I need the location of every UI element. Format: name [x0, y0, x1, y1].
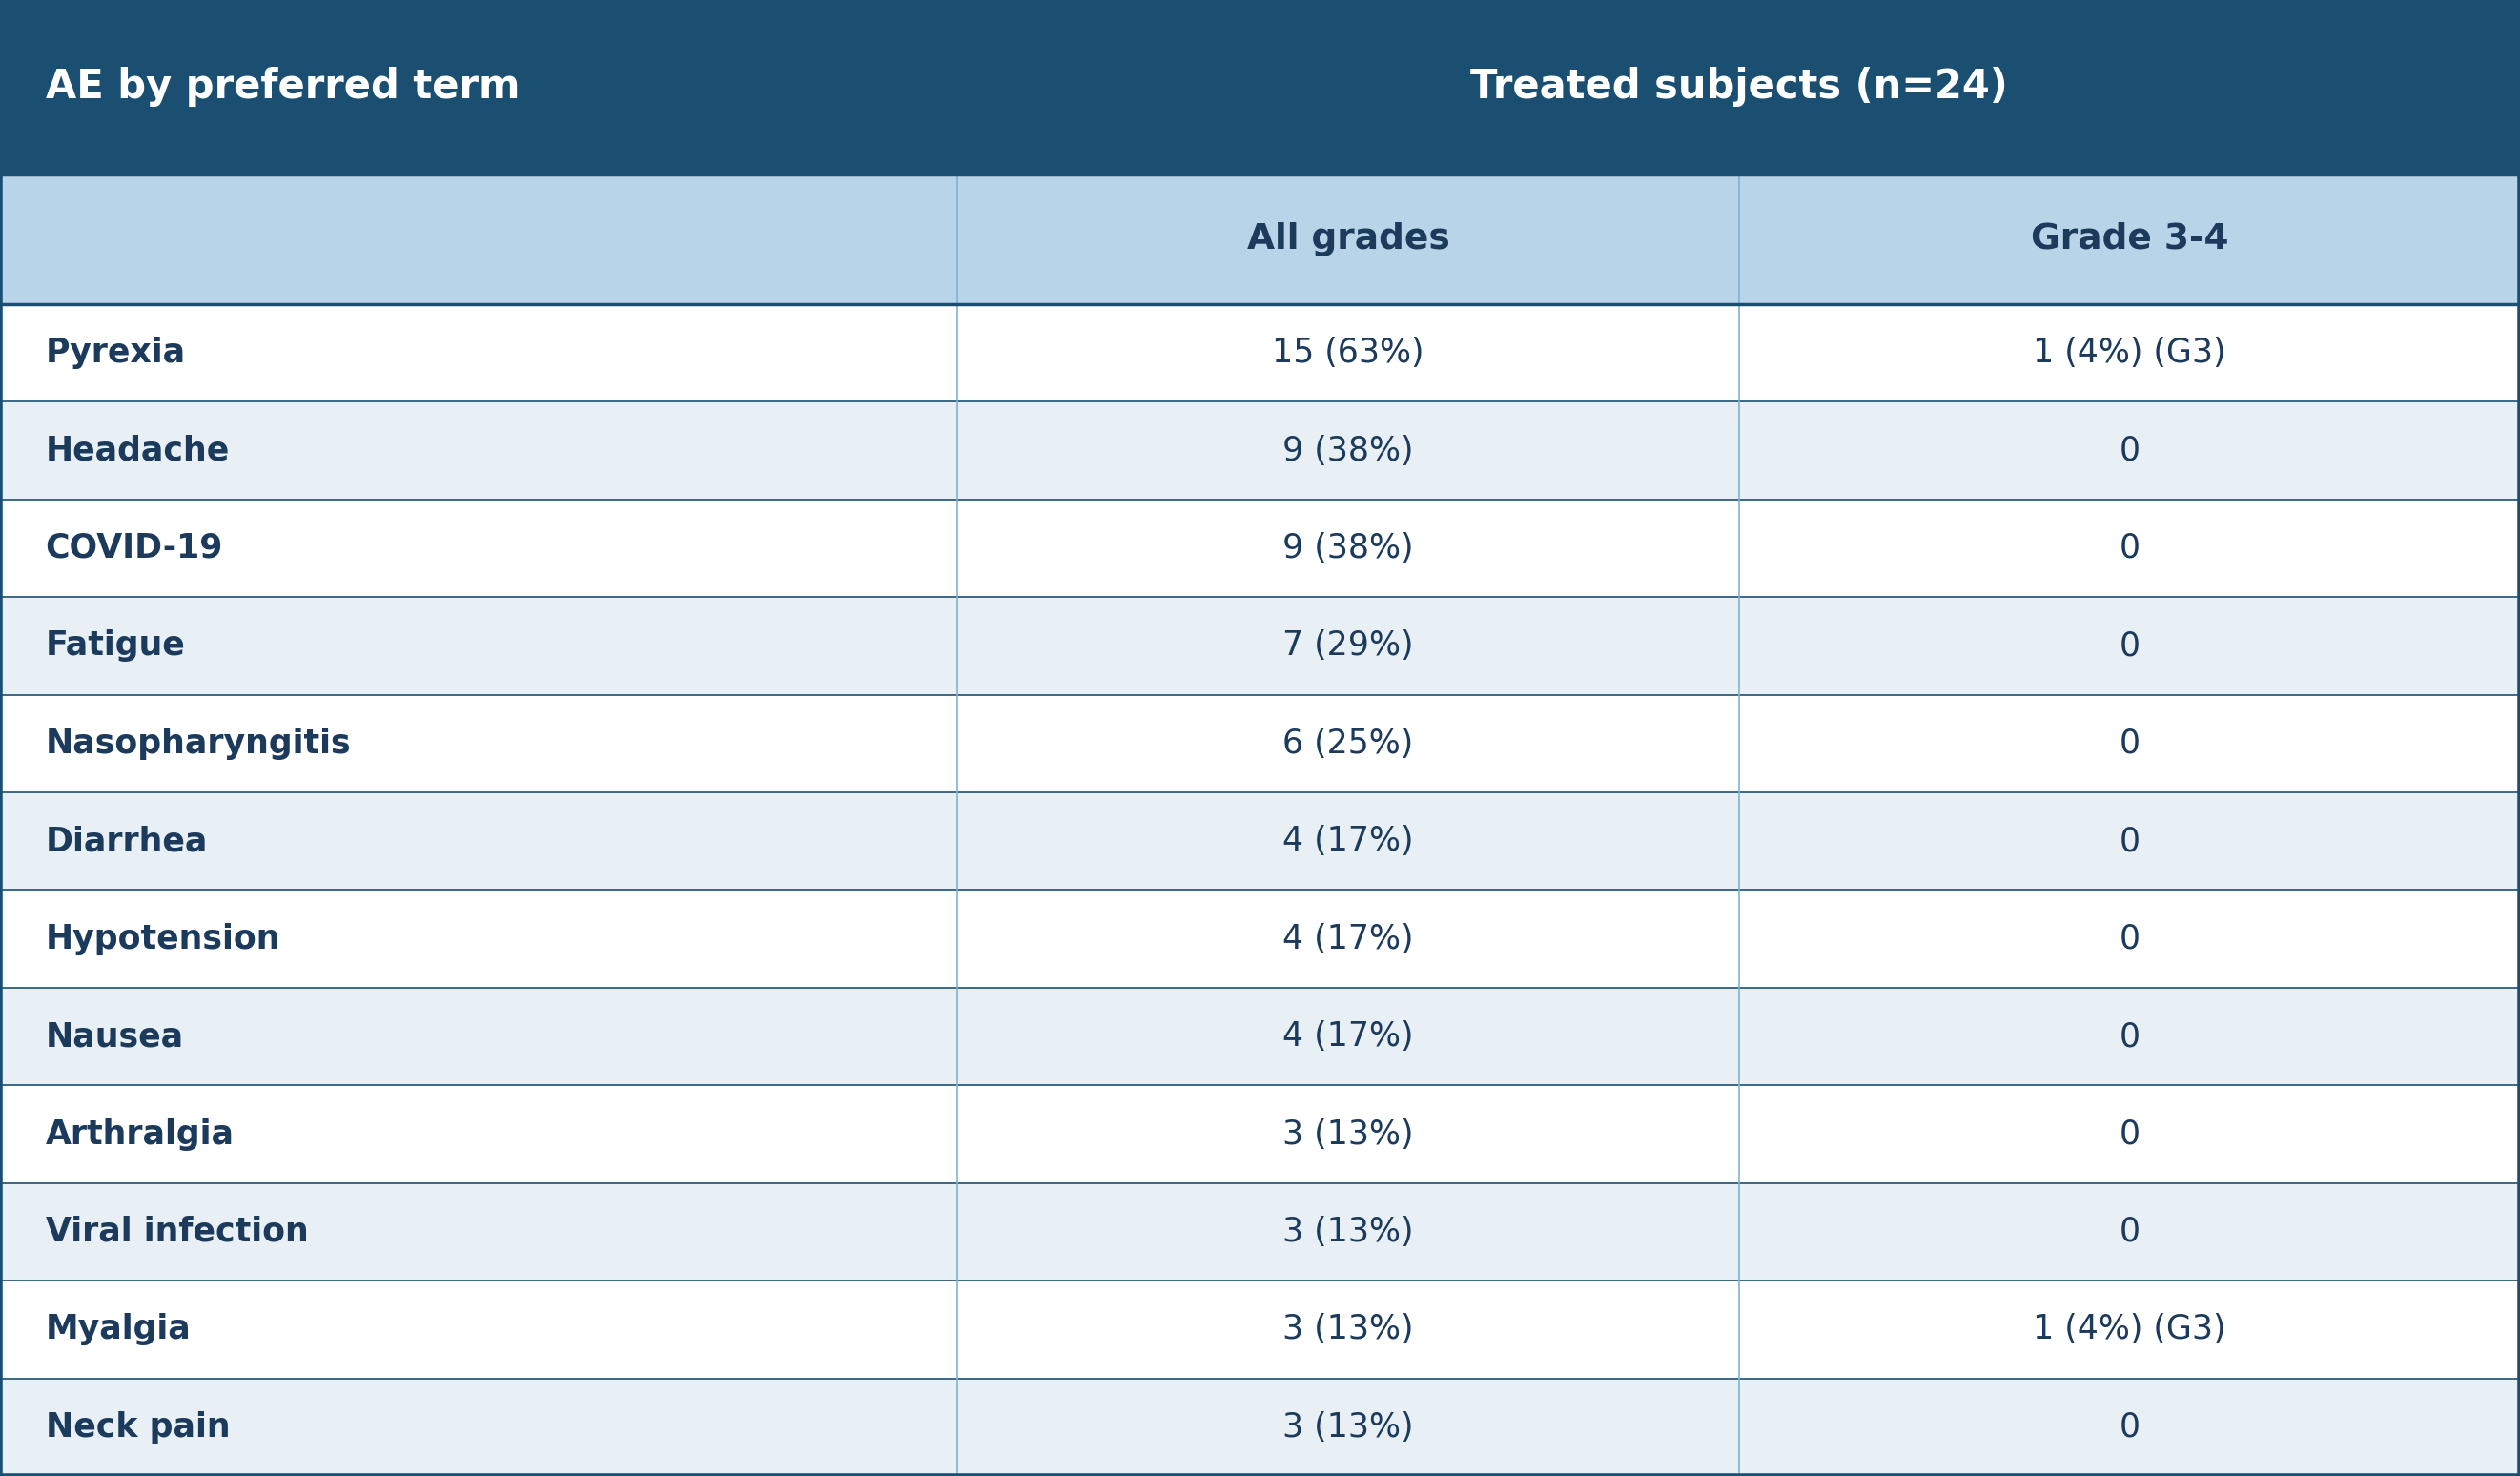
Bar [0, 499, 2520, 596]
Text: 7 (29%): 7 (29%) [1283, 630, 1414, 663]
Bar [0, 1379, 2520, 1476]
Text: 4 (17%): 4 (17%) [1283, 1020, 1414, 1052]
Text: Nasopharyngitis: Nasopharyngitis [45, 728, 350, 760]
Text: 3 (13%): 3 (13%) [1283, 1314, 1414, 1346]
Bar [0, 1182, 2520, 1281]
Bar [0, 1281, 2520, 1379]
Bar [0, 793, 2520, 890]
Text: 3 (13%): 3 (13%) [1283, 1411, 1414, 1444]
Text: 15 (63%): 15 (63%) [1273, 337, 1424, 369]
Text: 0: 0 [2119, 922, 2139, 955]
Text: Viral infection: Viral infection [45, 1216, 307, 1249]
Text: Grade 3-4: Grade 3-4 [2031, 221, 2228, 257]
Text: Neck pain: Neck pain [45, 1411, 229, 1444]
Text: 4 (17%): 4 (17%) [1283, 825, 1414, 858]
Text: 3 (13%): 3 (13%) [1283, 1216, 1414, 1249]
Bar [0, 304, 2520, 401]
Text: 0: 0 [2119, 531, 2139, 564]
Text: 0: 0 [2119, 1216, 2139, 1249]
Bar [0, 987, 2520, 1085]
Bar [0, 596, 2520, 695]
Bar [0, 695, 2520, 793]
Text: Myalgia: Myalgia [45, 1314, 192, 1346]
Text: 0: 0 [2119, 825, 2139, 858]
Text: 6 (25%): 6 (25%) [1283, 728, 1414, 760]
Bar [0, 174, 2520, 304]
Text: Diarrhea: Diarrhea [45, 825, 207, 858]
Text: Treated subjects (n=24): Treated subjects (n=24) [1469, 66, 2008, 108]
Text: Hypotension: Hypotension [45, 922, 280, 955]
Text: 0: 0 [2119, 1020, 2139, 1052]
Bar [0, 0, 2520, 174]
Text: 0: 0 [2119, 630, 2139, 663]
Text: 9 (38%): 9 (38%) [1283, 434, 1414, 466]
Text: 1 (4%) (G3): 1 (4%) (G3) [2034, 337, 2225, 369]
Text: 1 (4%) (G3): 1 (4%) (G3) [2034, 1314, 2225, 1346]
Text: 9 (38%): 9 (38%) [1283, 531, 1414, 564]
Bar [0, 1085, 2520, 1184]
Text: Nausea: Nausea [45, 1020, 184, 1052]
Text: 0: 0 [2119, 728, 2139, 760]
Text: 0: 0 [2119, 434, 2139, 466]
Text: COVID-19: COVID-19 [45, 531, 224, 564]
Bar [0, 401, 2520, 499]
Bar [0, 890, 2520, 987]
Text: Fatigue: Fatigue [45, 630, 186, 663]
Text: 0: 0 [2119, 1117, 2139, 1150]
Text: Headache: Headache [45, 434, 229, 466]
Text: 4 (17%): 4 (17%) [1283, 922, 1414, 955]
Text: AE by preferred term: AE by preferred term [45, 66, 519, 108]
Text: 0: 0 [2119, 1411, 2139, 1444]
Text: Pyrexia: Pyrexia [45, 337, 186, 369]
Text: All grades: All grades [1247, 221, 1449, 257]
Text: Arthralgia: Arthralgia [45, 1117, 234, 1150]
Text: 3 (13%): 3 (13%) [1283, 1117, 1414, 1150]
